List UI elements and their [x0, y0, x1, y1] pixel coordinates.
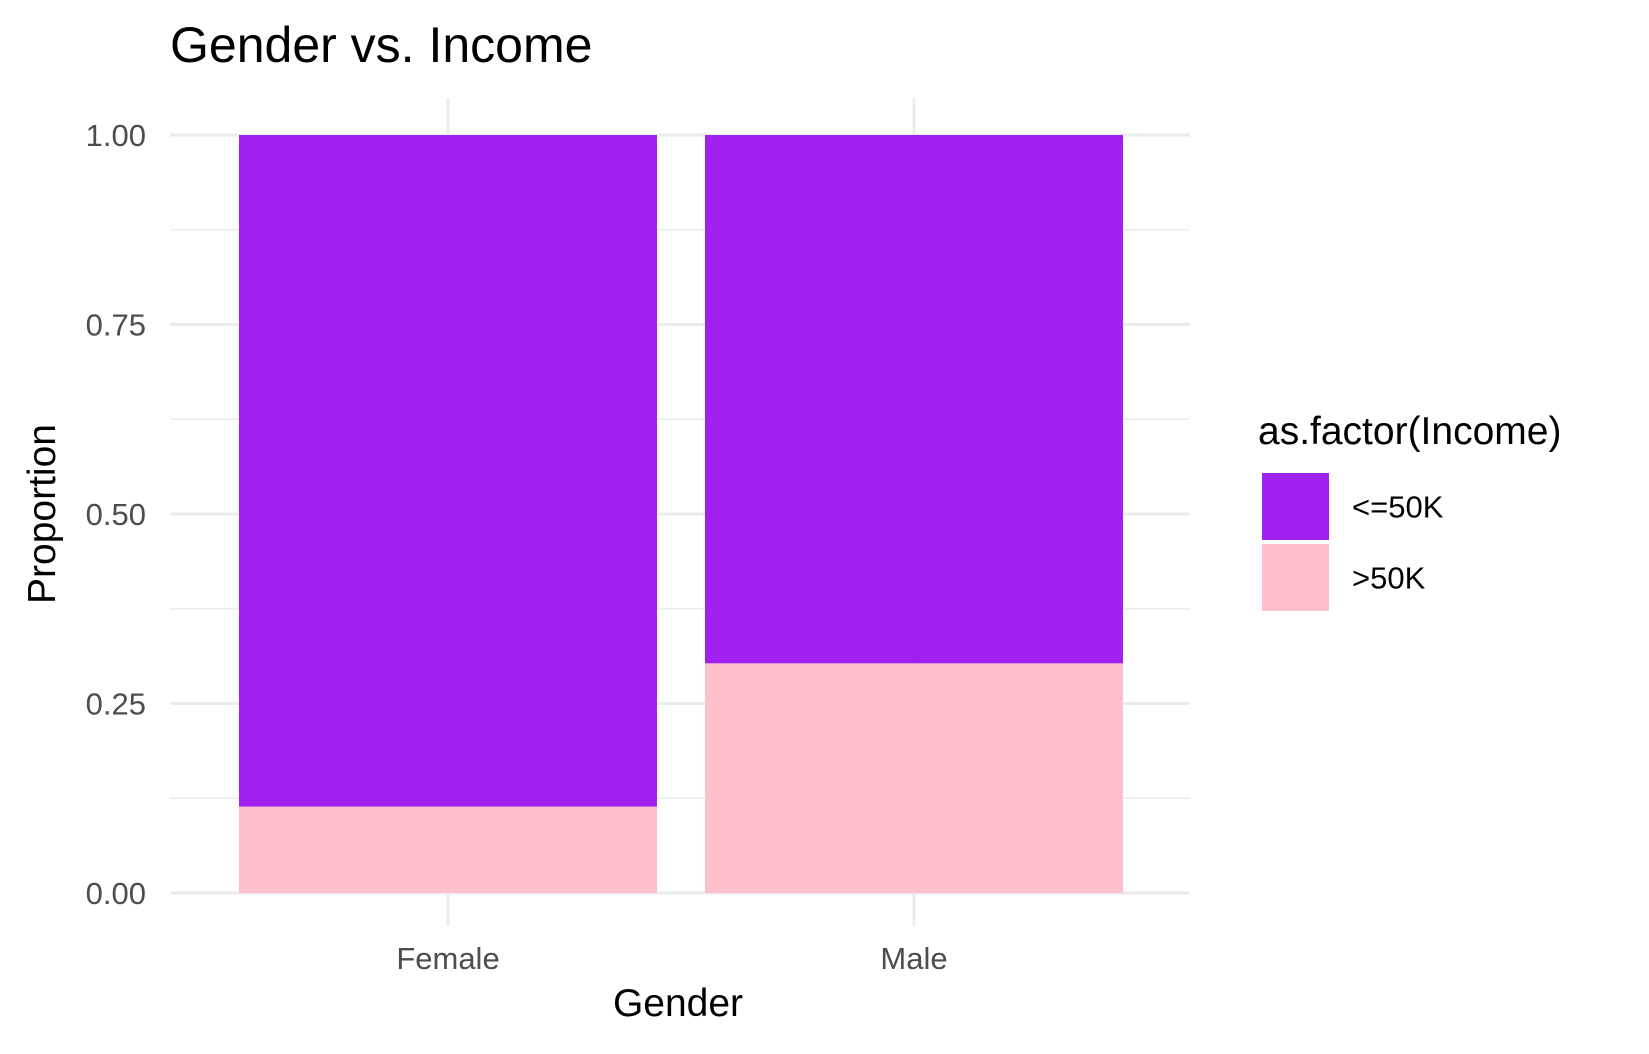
y-tick-label: 0.25 — [86, 687, 146, 722]
y-axis-title: Proportion — [21, 424, 64, 604]
y-tick-label: 0.00 — [86, 876, 146, 911]
legend-label: >50K — [1352, 561, 1426, 596]
bar-segment-male-gt50k — [705, 663, 1123, 893]
x-axis-title: Gender — [613, 982, 743, 1025]
bar-segment-female-gt50k — [239, 806, 657, 893]
y-axis-ticks: 0.00 0.25 0.50 0.75 1.00 — [86, 118, 146, 911]
bar-segment-male-le50k — [705, 135, 1123, 664]
chart-title: Gender vs. Income — [170, 17, 592, 73]
y-tick-label: 0.75 — [86, 308, 146, 343]
legend: as.factor(Income) <=50K >50K — [1258, 410, 1561, 611]
legend-title: as.factor(Income) — [1258, 410, 1561, 453]
y-tick-label: 0.50 — [86, 497, 146, 532]
y-tick-label: 1.00 — [86, 118, 146, 153]
bars — [239, 135, 1123, 893]
x-axis-ticks: Female Male — [396, 941, 947, 976]
legend-key — [1262, 473, 1329, 540]
x-tick-label: Male — [880, 941, 947, 976]
x-tick-label: Female — [396, 941, 499, 976]
legend-label: <=50K — [1352, 490, 1444, 525]
legend-key — [1262, 544, 1329, 611]
bar-segment-female-le50k — [239, 135, 657, 807]
